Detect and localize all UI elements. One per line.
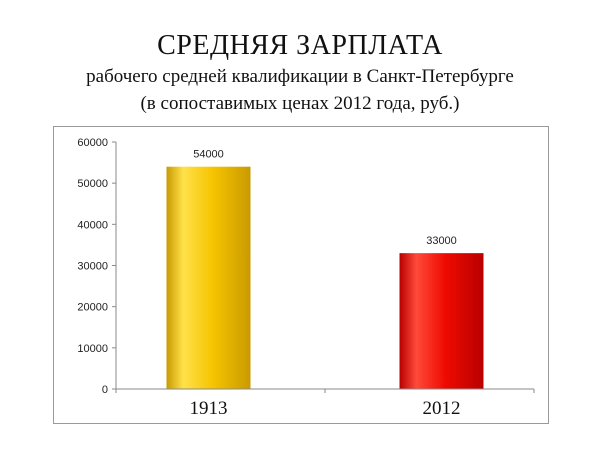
bar-2012 xyxy=(399,253,484,389)
chart-frame: 0 10000 20000 30000 40000 50000 60000 54000 330… xyxy=(53,126,549,424)
x-category-label-1913: 1913 xyxy=(190,398,228,419)
y-tick-label: 10000 xyxy=(77,343,108,355)
chart-subtitle-line-1: рабочего средней квалификации в Санкт-Пе… xyxy=(86,66,514,87)
chart-title: СРЕДНЯЯ ЗАРПЛАТА xyxy=(157,30,443,61)
y-tick-label: 50000 xyxy=(77,178,108,190)
bar-chart: 0 10000 20000 30000 40000 50000 60000 54000 330… xyxy=(77,137,535,419)
y-tick-label: 40000 xyxy=(77,219,108,231)
chart-subtitle-line-2: (в сопоставимых ценах 2012 года, руб.) xyxy=(140,93,460,114)
x-category-label-2012: 2012 xyxy=(423,398,461,419)
bar-1913 xyxy=(166,166,251,389)
y-tick-label: 20000 xyxy=(77,302,108,314)
bars xyxy=(166,166,484,389)
x-axis: 1913 2012 xyxy=(115,388,535,419)
y-axis: 0 10000 20000 30000 40000 50000 60000 xyxy=(77,137,117,396)
data-labels: 54000 33000 xyxy=(193,149,457,247)
data-label-2012: 33000 xyxy=(426,235,457,247)
y-tick-label: 0 xyxy=(102,384,108,396)
data-label-1913: 54000 xyxy=(193,149,224,161)
y-tick-label: 30000 xyxy=(77,261,108,273)
y-tick-label: 60000 xyxy=(77,137,108,149)
